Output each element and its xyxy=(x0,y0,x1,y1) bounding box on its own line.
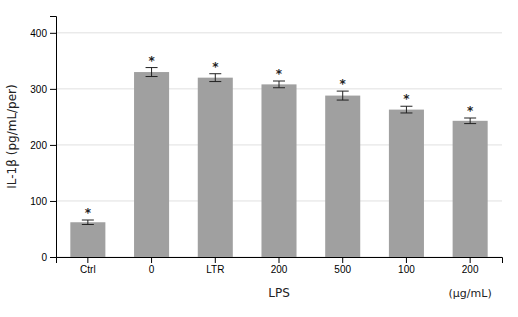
x-tick-label: LTR xyxy=(206,264,224,275)
bar xyxy=(70,222,105,257)
error-bar xyxy=(209,74,221,82)
error-bar xyxy=(273,81,285,88)
y-tick: 100 xyxy=(30,196,56,207)
y-tick-mark xyxy=(50,89,56,90)
error-bar xyxy=(464,118,476,124)
y-tick-label: 100 xyxy=(30,196,47,207)
error-bar xyxy=(146,68,158,77)
plot-area xyxy=(70,68,487,257)
significance-label: * xyxy=(340,77,347,91)
y-tick-mark xyxy=(50,201,56,202)
x-tick-mark xyxy=(470,257,471,263)
y-tick-mark xyxy=(50,257,56,258)
x-tick-label: Ctrl xyxy=(80,264,96,275)
grid-line xyxy=(56,32,502,33)
y-axis-line xyxy=(50,17,57,258)
y-axis: 0 100 200 300 400 xyxy=(30,17,56,263)
significance-label: * xyxy=(148,54,155,68)
x-tick-label: 200 xyxy=(271,264,288,275)
x-tick: LTR xyxy=(206,257,224,275)
x-tick-mark xyxy=(151,257,152,263)
significance-label: * xyxy=(212,60,219,74)
chart: * * * * * * * Ctrl 0 LTR 200 500 100 200 0 100 200 300 400… xyxy=(0,0,518,317)
x-tick: Ctrl xyxy=(80,257,96,275)
x-tick: 500 xyxy=(334,257,351,275)
x-tick: 0 xyxy=(149,257,155,275)
y-tick-mark xyxy=(50,145,56,146)
significance-label: * xyxy=(467,104,474,118)
y-tick-label: 200 xyxy=(30,140,47,151)
x-tick: 200 xyxy=(462,257,479,275)
significance-label: * xyxy=(276,67,283,81)
x-tick: 200 xyxy=(271,257,288,275)
x-axis-title: LPS xyxy=(268,286,290,300)
bar xyxy=(453,121,488,257)
x-tick-label: 0 xyxy=(149,264,155,275)
x-axis-line xyxy=(57,258,503,264)
bar xyxy=(325,96,360,257)
x-tick: 100 xyxy=(398,257,415,275)
bar xyxy=(198,78,233,257)
bar xyxy=(134,72,169,257)
y-tick: 400 xyxy=(30,28,56,39)
x-tick-mark xyxy=(87,257,88,263)
x-axis: Ctrl 0 LTR 200 500 100 200 xyxy=(57,257,503,275)
y-axis-title: IL-1β (pg/mL/per) xyxy=(5,84,19,188)
bar xyxy=(389,110,424,257)
y-tick-mark xyxy=(50,33,56,34)
x-tick-mark xyxy=(342,257,343,263)
y-tick: 0 xyxy=(41,252,56,263)
significance-label: * xyxy=(85,206,92,220)
error-bar xyxy=(82,220,94,224)
y-tick: 300 xyxy=(30,84,56,95)
x-tick-label: 200 xyxy=(462,264,479,275)
significance-label: * xyxy=(403,92,410,106)
error-bar xyxy=(337,91,349,100)
error-bar xyxy=(400,106,412,113)
x-tick-mark xyxy=(406,257,407,263)
grid xyxy=(56,33,502,257)
y-tick-label: 400 xyxy=(30,28,47,39)
annotation: (μg/mL) xyxy=(449,287,492,300)
x-tick-label: 500 xyxy=(334,264,351,275)
y-tick-label: 300 xyxy=(30,84,47,95)
x-tick-mark xyxy=(279,257,280,263)
y-tick-label: 0 xyxy=(41,252,47,263)
x-tick-label: 100 xyxy=(398,264,415,275)
significance-labels: * * * * * * * xyxy=(85,54,474,220)
y-tick: 200 xyxy=(30,140,56,151)
x-tick-mark xyxy=(215,257,216,263)
bar xyxy=(261,84,296,257)
